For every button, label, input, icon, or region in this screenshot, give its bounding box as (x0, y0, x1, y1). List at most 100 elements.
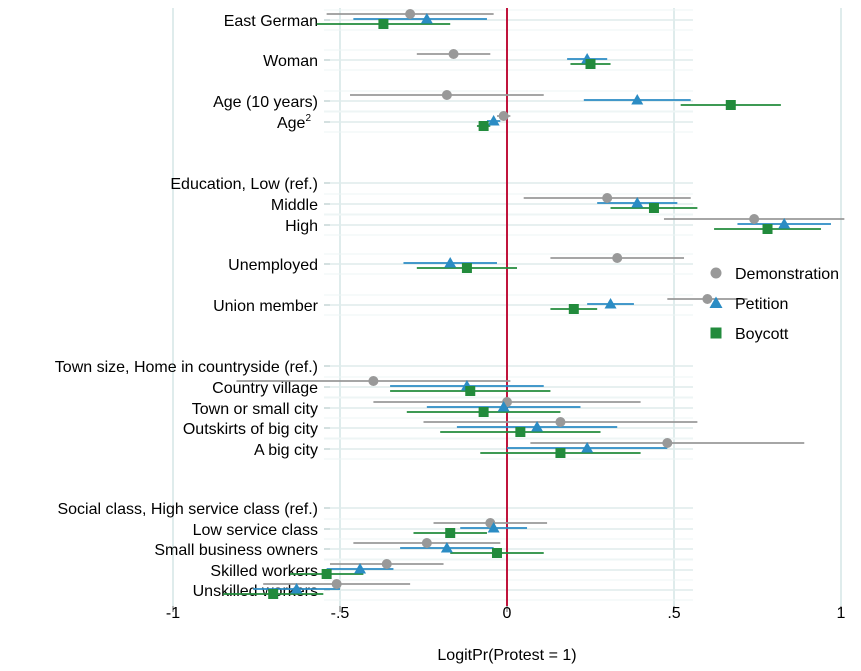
point-east-german-petition (420, 13, 433, 24)
row-label-text: Age (10 years) (213, 94, 318, 111)
point-outskirts-of-big-city-boycott (515, 427, 526, 437)
row-label-text: Unemployed (228, 257, 318, 274)
row-label-east-german: East German (224, 13, 318, 30)
point-unemployed-petition (444, 257, 457, 268)
row-label-text: Town size, Home in countryside (ref.) (55, 359, 318, 376)
row-label-text: Social class, High service class (ref.) (57, 501, 318, 518)
point-union-member-boycott (568, 304, 579, 314)
row-label-woman: Woman (263, 53, 318, 70)
point-town-or-small-city-boycott (478, 407, 489, 417)
row-label-education-low-ref: Education, Low (ref.) (170, 176, 318, 193)
point-age-demonstration (498, 111, 509, 121)
point-woman-demonstration (448, 49, 459, 59)
row-label-unemployed: Unemployed (228, 257, 318, 274)
point-skilled-workers-boycott (321, 569, 332, 579)
point-high-demonstration (749, 214, 760, 224)
row-label-text: Education, Low (ref.) (170, 176, 318, 193)
point-high-petition (778, 218, 791, 229)
point-unskilled-workers-boycott (268, 589, 279, 599)
row-label-low-service-class: Low service class (193, 522, 318, 539)
x-tick-label: -.5 (331, 605, 350, 622)
point-age-boycott (478, 121, 489, 131)
row-label-superscript: 2 (305, 113, 311, 124)
x-axis-title: LogitPr(Protest = 1) (437, 647, 576, 664)
x-tick-label: .5 (667, 605, 680, 622)
row-label-text: Low service class (193, 522, 318, 539)
row-label-town-size-home-in-countryside-ref: Town size, Home in countryside (ref.) (55, 359, 318, 376)
point-small-business-owners-boycott (491, 548, 502, 558)
row-label-age-10-years: Age (10 years) (213, 94, 318, 111)
legend-marker-boycott (710, 327, 722, 339)
row-label-a-big-city: A big city (254, 442, 318, 459)
row-label-town-or-small-city: Town or small city (192, 401, 318, 418)
point-a-big-city-boycott (555, 448, 566, 458)
point-age-petition (487, 115, 500, 126)
legend-marker-petition (709, 296, 723, 308)
grid (172, 8, 842, 606)
point-union-member-demonstration (702, 294, 713, 304)
row-label-text: High (285, 218, 318, 235)
row-label-middle: Middle (271, 197, 318, 214)
point-small-business-owners-demonstration (421, 538, 432, 548)
x-tick-label: 0 (503, 605, 512, 622)
point-small-business-owners-petition (440, 542, 453, 553)
row-label-text: Age (277, 115, 306, 132)
row-label-text: Town or small city (192, 401, 318, 418)
row-label-high: High (285, 218, 318, 235)
legend-label-boycott: Boycott (735, 326, 789, 343)
point-high-boycott (762, 224, 773, 234)
legend: Demonstration Petition Boycott (709, 266, 839, 343)
point-skilled-workers-petition (354, 563, 367, 574)
row-label-text: Outskirts of big city (183, 421, 318, 438)
point-outskirts-of-big-city-demonstration (555, 417, 566, 427)
row-labels: East German Woman Age (10 years) Age2 Educat… (55, 13, 319, 600)
row-label-outskirts-of-big-city: Outskirts of big city (183, 421, 318, 438)
point-a-big-city-petition (581, 442, 594, 453)
point-union-member-petition (604, 298, 617, 309)
point-country-village-demonstration (368, 376, 379, 386)
row-label-text: Woman (263, 53, 318, 70)
point-east-german-demonstration (405, 9, 416, 19)
legend-marker-demonstration (710, 267, 722, 279)
row-label-unskilled-workers: Unskilled workers (193, 583, 318, 600)
point-skilled-workers-demonstration (381, 559, 392, 569)
row-label-text: Skilled workers (210, 563, 318, 580)
row-label-text: East German (224, 13, 318, 30)
point-middle-boycott (648, 203, 659, 213)
x-axis-ticks: -1 -.5 0 .5 1 (166, 605, 846, 622)
row-label-text: Union member (213, 298, 319, 315)
point-unemployed-demonstration (612, 253, 623, 263)
row-label-text: A big city (254, 442, 318, 459)
point-low-service-class-boycott (445, 528, 456, 538)
row-label-country-village: Country village (212, 380, 318, 397)
point-country-village-boycott (465, 386, 476, 396)
x-tick-label: -1 (166, 605, 180, 622)
row-label-text: Unskilled workers (193, 583, 318, 600)
legend-label-petition: Petition (735, 296, 788, 313)
point-east-german-boycott (378, 19, 389, 29)
legend-label-demonstration: Demonstration (735, 266, 839, 283)
row-label-skilled-workers: Skilled workers (210, 563, 318, 580)
row-label-small-business-owners: Small business owners (154, 542, 318, 559)
x-tick-label: 1 (837, 605, 846, 622)
point-unskilled-workers-demonstration (331, 579, 342, 589)
point-unskilled-workers-petition (290, 583, 303, 594)
point-woman-boycott (585, 59, 596, 69)
row-label-social-class-high-service-class-ref: Social class, High service class (ref.) (57, 501, 318, 518)
row-label-text: Country village (212, 380, 318, 397)
point-middle-demonstration (602, 193, 613, 203)
row-label-text: Middle (271, 197, 318, 214)
row-label-age: Age2 (277, 113, 311, 132)
point-low-service-class-petition (487, 522, 500, 533)
row-label-text: Small business owners (154, 542, 318, 559)
estimate-marks (223, 9, 845, 599)
point-age-10-years-petition (631, 94, 644, 105)
point-age-10-years-demonstration (441, 90, 452, 100)
point-age-10-years-boycott (725, 100, 736, 110)
point-a-big-city-demonstration (662, 438, 673, 448)
point-town-or-small-city-petition (497, 401, 510, 412)
row-label-union-member: Union member (213, 298, 319, 315)
point-unemployed-boycott (461, 263, 472, 273)
point-outskirts-of-big-city-petition (531, 421, 544, 432)
